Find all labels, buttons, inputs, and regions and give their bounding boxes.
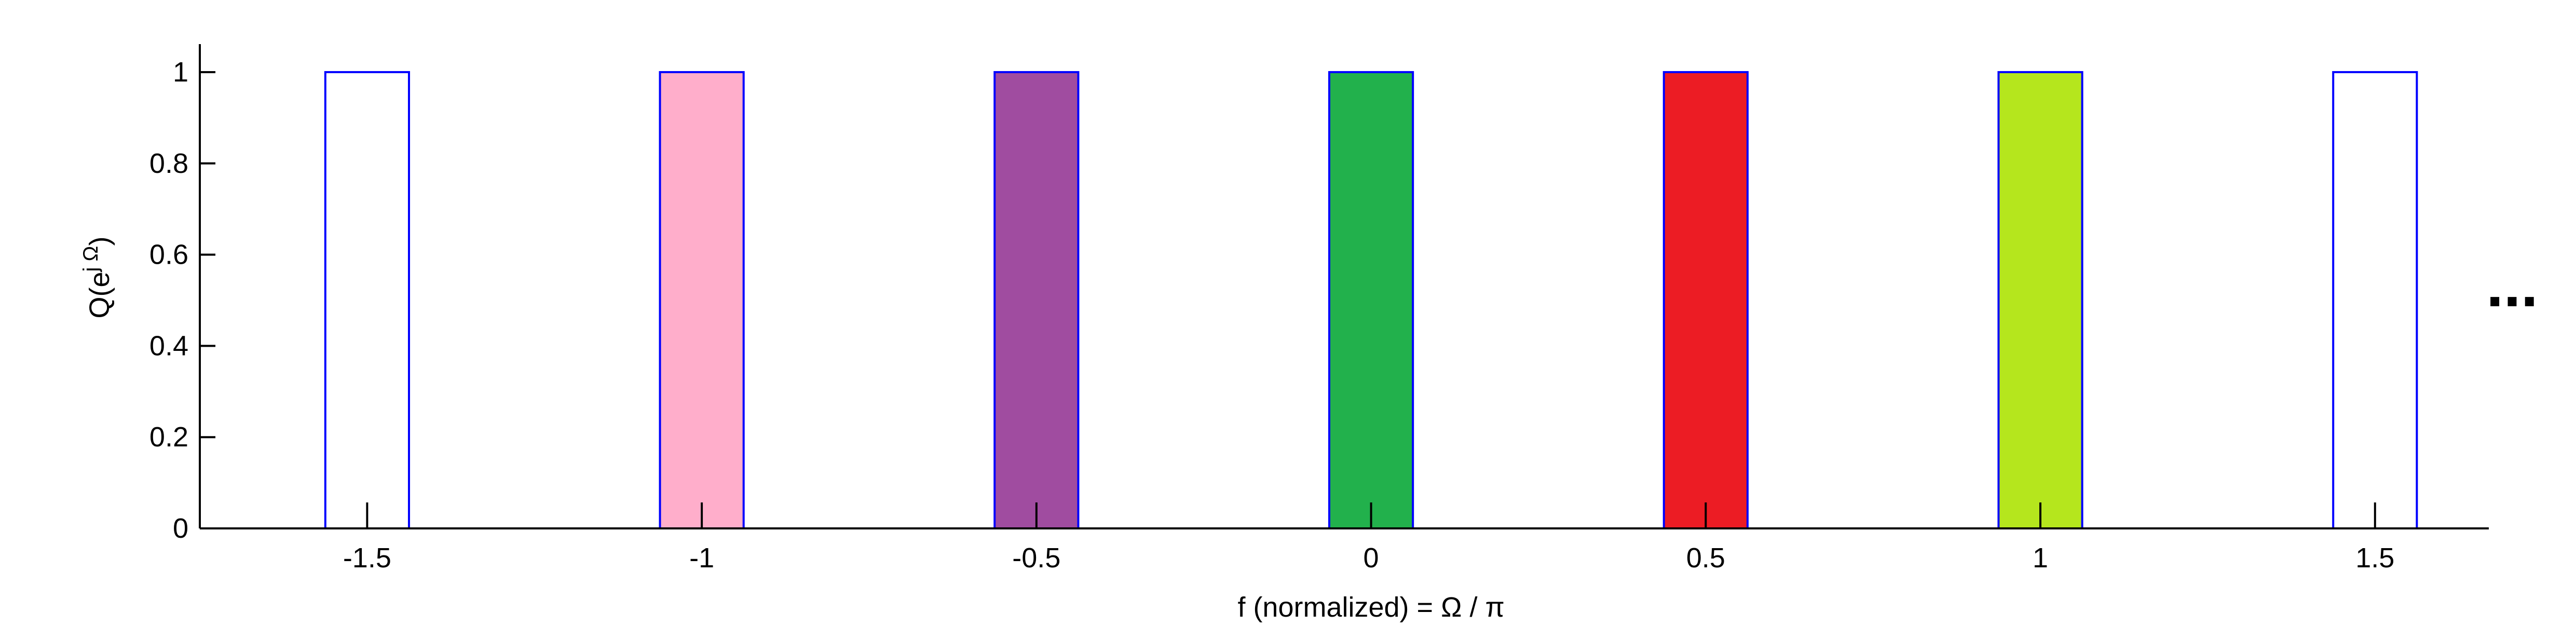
y-tick-label-4: 0.8 <box>149 148 188 179</box>
y-tick-label-3: 0.6 <box>149 239 188 270</box>
x-tick-label-0: -1.5 <box>343 542 391 574</box>
bar-1 <box>659 71 745 529</box>
bar-0 <box>324 71 410 529</box>
bar-5 <box>1997 71 2083 529</box>
y-axis-label-close: ) <box>84 237 115 246</box>
bar-3 <box>1328 71 1414 529</box>
x-tick-label-1: -1 <box>689 542 714 574</box>
x-tick-label-5: 1 <box>2033 542 2048 574</box>
y-tick-label-1: 0.2 <box>149 421 188 453</box>
labels-layer: 0 0.2 0.4 0.6 0.8 1 -1.5 -1 -0.5 0 0.5 1 1.5 f (norma… <box>79 57 2538 623</box>
bar-2 <box>993 71 1080 529</box>
ellipsis-marker: ... <box>2486 250 2538 320</box>
y-tick-label-5: 1 <box>173 57 188 88</box>
x-tick-label-3: 0 <box>1364 542 1379 574</box>
x-axis-label: f (normalized) = Ω / π <box>1237 592 1504 623</box>
axes-layer <box>199 44 2489 529</box>
y-tick-label-0: 0 <box>173 513 188 544</box>
y-tick-label-2: 0.4 <box>149 330 188 361</box>
bar-6 <box>2332 71 2418 529</box>
x-tick-label-6: 1.5 <box>2355 542 2394 574</box>
bar-4 <box>1662 71 1749 529</box>
bars-layer <box>324 71 2418 529</box>
x-tick-label-4: 0.5 <box>1686 542 1725 574</box>
x-tick-label-2: -0.5 <box>1012 542 1060 574</box>
y-axis-label: Q(ej Ω) <box>79 237 115 319</box>
y-axis-label-superscript: j Ω <box>79 246 102 273</box>
y-axis-label-base: Q(e <box>84 271 115 318</box>
